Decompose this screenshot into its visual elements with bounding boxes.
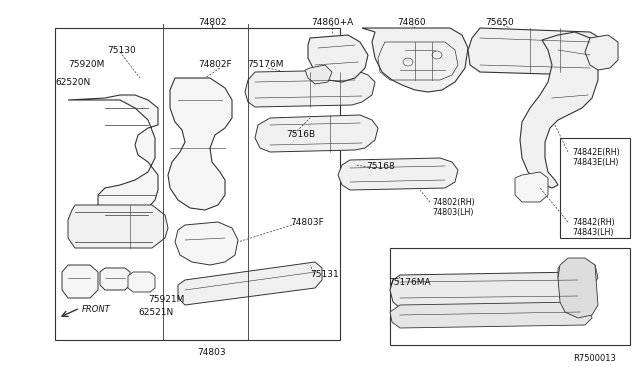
- Text: 62521N: 62521N: [138, 308, 173, 317]
- Text: 74842E(RH): 74842E(RH): [572, 148, 620, 157]
- Polygon shape: [100, 268, 130, 290]
- Polygon shape: [558, 260, 598, 285]
- Text: 74802(RH): 74802(RH): [432, 198, 475, 207]
- Polygon shape: [558, 258, 598, 318]
- Polygon shape: [68, 95, 158, 218]
- Text: 74843E(LH): 74843E(LH): [572, 158, 618, 167]
- Polygon shape: [68, 205, 168, 248]
- Text: 75176M: 75176M: [247, 60, 284, 69]
- Polygon shape: [62, 265, 98, 298]
- Text: R7500013: R7500013: [573, 354, 616, 363]
- Text: 62520N: 62520N: [55, 78, 90, 87]
- Text: 75920M: 75920M: [68, 60, 104, 69]
- Text: 74860+A: 74860+A: [311, 18, 353, 27]
- Polygon shape: [178, 262, 322, 305]
- Text: 74802F: 74802F: [198, 60, 232, 69]
- Text: 74803(LH): 74803(LH): [432, 208, 474, 217]
- Text: 75176MA: 75176MA: [388, 278, 431, 287]
- Text: 75650: 75650: [486, 18, 515, 27]
- Polygon shape: [308, 35, 368, 82]
- Bar: [55, 28, 340, 340]
- Text: 75130: 75130: [107, 46, 136, 55]
- Polygon shape: [338, 158, 458, 190]
- Bar: [560, 138, 630, 238]
- Text: 74843(LH): 74843(LH): [572, 228, 614, 237]
- Polygon shape: [175, 222, 238, 265]
- Polygon shape: [585, 35, 618, 70]
- Polygon shape: [362, 28, 468, 92]
- Text: 74860: 74860: [397, 18, 426, 27]
- Bar: [390, 248, 630, 345]
- Polygon shape: [255, 115, 378, 152]
- Polygon shape: [390, 272, 592, 308]
- Text: FRONT: FRONT: [82, 305, 111, 314]
- Polygon shape: [515, 172, 548, 202]
- Polygon shape: [128, 272, 155, 292]
- Polygon shape: [580, 38, 605, 62]
- Polygon shape: [390, 302, 592, 328]
- Polygon shape: [305, 65, 332, 84]
- Polygon shape: [168, 78, 232, 210]
- Text: 75131: 75131: [310, 270, 339, 279]
- Text: 75168: 75168: [366, 162, 395, 171]
- Polygon shape: [520, 32, 598, 188]
- Text: 7516B: 7516B: [286, 130, 315, 139]
- Text: 74802: 74802: [198, 18, 227, 27]
- Text: 74842(RH): 74842(RH): [572, 218, 615, 227]
- Polygon shape: [245, 70, 375, 107]
- Text: 75921M: 75921M: [148, 295, 184, 304]
- Polygon shape: [468, 28, 605, 75]
- Text: 74803F: 74803F: [290, 218, 324, 227]
- Text: 74803: 74803: [198, 348, 227, 357]
